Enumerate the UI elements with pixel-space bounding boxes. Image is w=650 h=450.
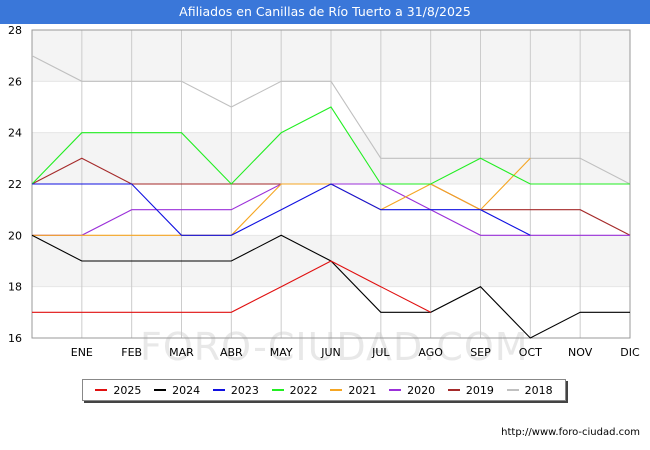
series-line-2022 (31, 106, 630, 185)
legend-swatch (212, 389, 225, 391)
series-line-2025 (32, 260, 431, 313)
series-line-2021 (32, 157, 531, 236)
source-url: http://www.foro-ciudad.com (501, 427, 640, 438)
y-tick-label: 26 (8, 75, 22, 88)
legend-item-2025: 2025 (95, 384, 141, 397)
legend-item-2018: 2018 (506, 383, 553, 397)
x-tick-label: SEP (470, 346, 491, 359)
y-tick-label: 24 (8, 127, 22, 140)
y-tick-label: 28 (8, 24, 22, 37)
legend-item-2021: 2021 (330, 384, 376, 397)
y-tick-label: 20 (8, 229, 22, 242)
y-tick-label: 18 (8, 281, 22, 294)
chart-legend: 2025 2024 2023 2022 2021 2020 2019 2018 (82, 379, 566, 401)
watermark: FORO-CIUDAD.COM (140, 325, 529, 369)
x-tick-label: ENE (71, 346, 93, 359)
x-tick-label: AGO (418, 346, 443, 359)
legend-label: 2018 (524, 383, 553, 397)
legend-swatch (447, 389, 460, 391)
x-tick-label: FEB (121, 346, 142, 359)
legend-label: 2021 (348, 383, 377, 397)
y-tick-label: 22 (8, 178, 22, 191)
x-tick-label: MAY (270, 346, 293, 359)
legend-swatch (95, 389, 108, 391)
x-tick-label: ABR (220, 346, 243, 359)
legend-swatch (330, 389, 343, 391)
legend-label: 2020 (407, 383, 436, 397)
legend-label: 2023 (230, 383, 259, 397)
legend-item-2020: 2020 (389, 384, 435, 397)
legend-label: 2019 (465, 383, 494, 397)
legend-swatch (389, 389, 402, 391)
x-tick-label: DIC (620, 346, 640, 359)
x-tick-label: JUL (371, 346, 390, 359)
x-tick-label: JUN (320, 346, 341, 359)
legend-label: 2024 (172, 383, 201, 397)
legend-item-2019: 2019 (447, 383, 494, 397)
x-tick-label: MAR (169, 346, 194, 359)
legend-swatch (271, 389, 284, 391)
chart-title: Afiliados en Canillas de Río Tuerto a 31… (0, 0, 650, 24)
legend-item-2023: 2023 (212, 383, 259, 397)
x-tick-label: OCT (519, 346, 542, 359)
legend-item-2024: 2024 (154, 384, 200, 397)
x-tick-label: NOV (568, 346, 593, 359)
y-tick-label: 16 (8, 332, 22, 345)
legend-item-2022: 2022 (271, 383, 318, 397)
legend-label: 2025 (113, 383, 142, 397)
legend-swatch (506, 389, 519, 391)
legend-label: 2022 (289, 383, 318, 397)
legend-swatch (154, 389, 167, 391)
series-line-2023 (32, 183, 531, 236)
